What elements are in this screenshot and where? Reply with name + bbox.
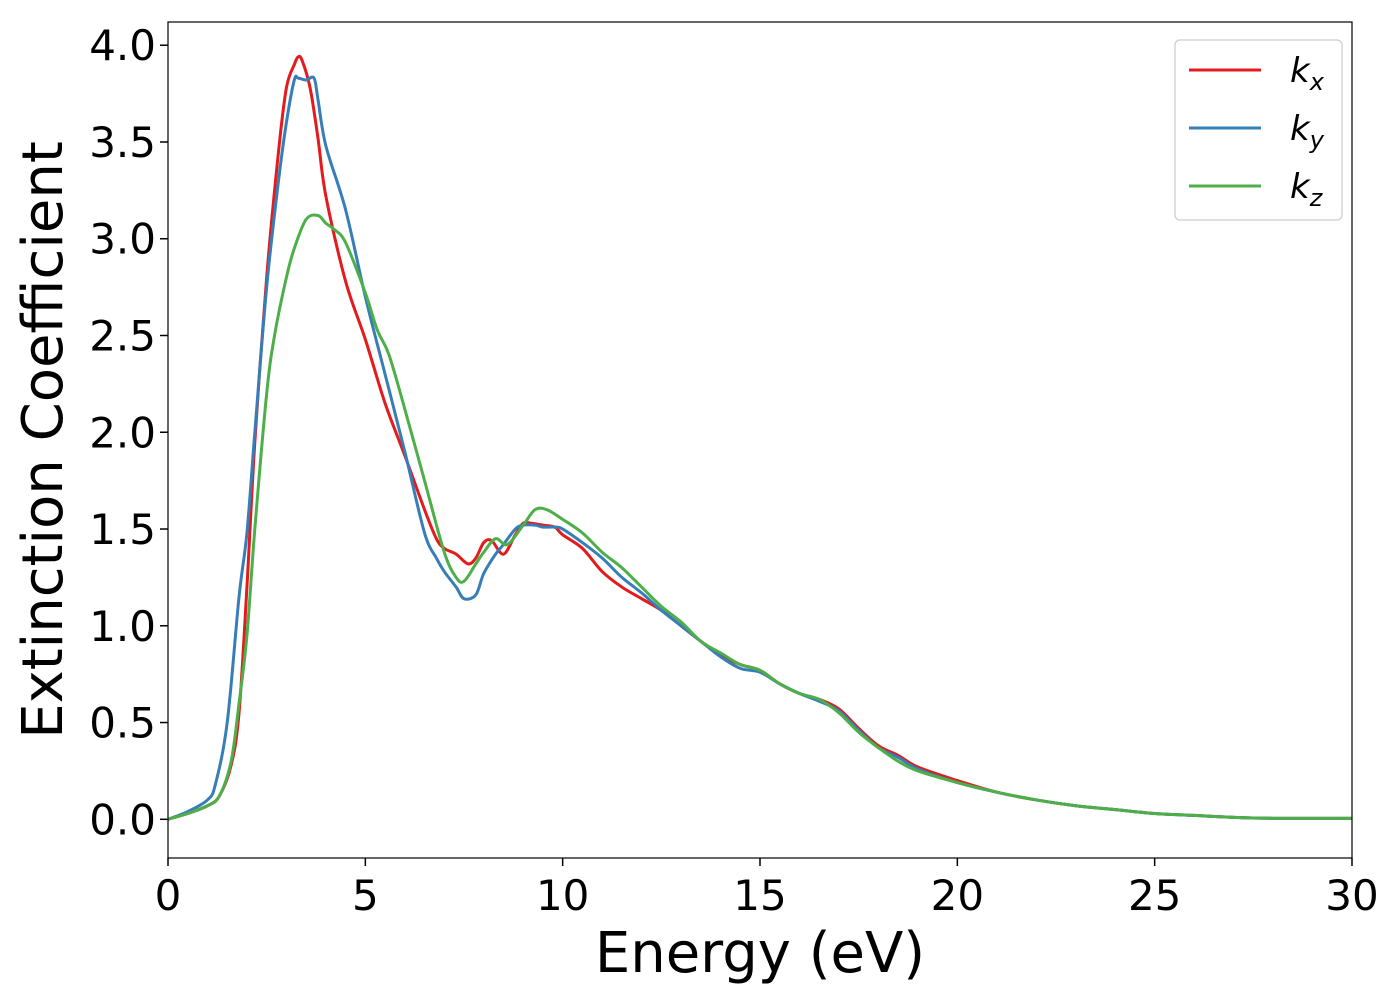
- x-tick-label: 15: [733, 871, 786, 920]
- x-tick-label: 5: [352, 871, 379, 920]
- y-tick-label: 1.5: [89, 505, 156, 554]
- x-axis-ticks: 0 5 10 15 20 25 30: [155, 858, 1379, 920]
- x-tick-label: 30: [1325, 871, 1378, 920]
- y-tick-label: 4.0: [89, 21, 156, 70]
- legend-label-kz: kz: [1290, 167, 1324, 212]
- y-tick-label: 0.5: [89, 699, 156, 748]
- x-tick-label: 20: [931, 871, 984, 920]
- legend-label-ky: ky: [1290, 109, 1325, 154]
- legend: kx ky kz: [1174, 39, 1343, 221]
- y-tick-label: 2.5: [89, 312, 156, 361]
- y-axis-ticks: 0.0 0.5 1.0 1.5 2.0 2.5 3.0 3.5 4.0: [89, 21, 168, 844]
- y-tick-label: 3.0: [89, 215, 156, 264]
- x-tick-label: 25: [1128, 871, 1181, 920]
- x-axis-label: Energy (eV): [595, 921, 925, 986]
- legend-label-kx: kx: [1290, 51, 1325, 96]
- y-tick-label: 3.5: [89, 118, 156, 167]
- y-tick-label: 0.0: [89, 795, 156, 844]
- y-axis-label: Extinction Coefficient: [11, 141, 76, 739]
- x-tick-label: 0: [155, 871, 182, 920]
- x-tick-label: 10: [536, 871, 589, 920]
- series-line-kz: [168, 213, 1352, 821]
- y-tick-label: 2.0: [89, 408, 156, 457]
- series-lines: [168, 54, 1352, 821]
- legend-frame: [1174, 39, 1343, 221]
- y-tick-label: 1.0: [89, 602, 156, 651]
